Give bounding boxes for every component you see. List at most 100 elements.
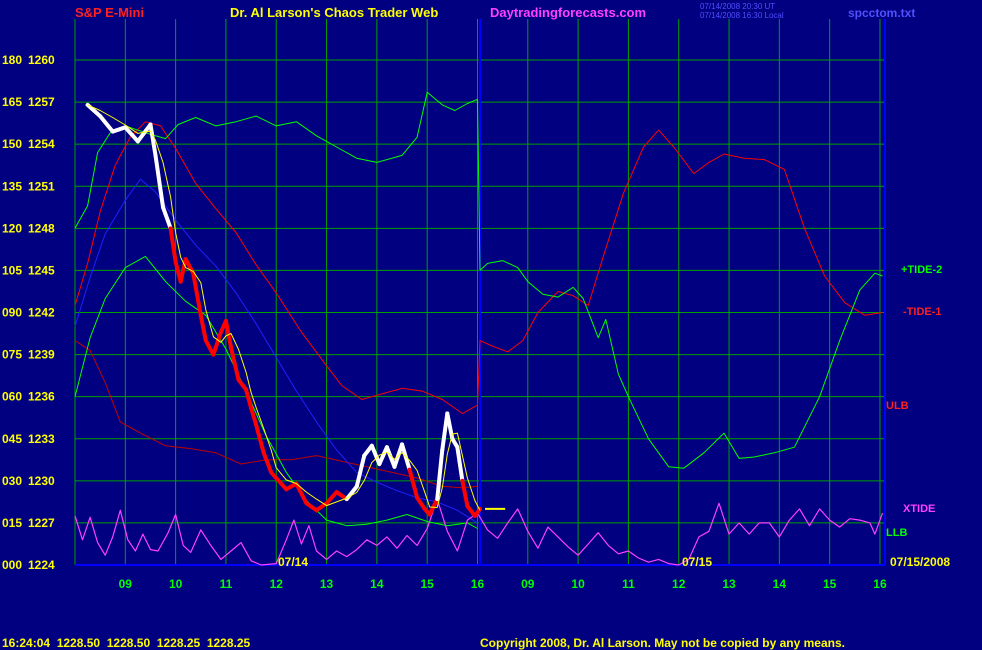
y-tick-osc: 105 (2, 263, 22, 277)
price-bar (407, 467, 420, 500)
price-average-line (87, 104, 481, 511)
price-bar (236, 377, 249, 392)
y-tick-osc: 060 (2, 390, 22, 404)
y-tick-price: 1254 (28, 137, 55, 151)
x-tick-label: 12 (672, 577, 686, 591)
site-link[interactable]: Daytradingforecasts.com (490, 5, 646, 20)
price-bar (334, 490, 349, 502)
y-tick-osc: 165 (2, 95, 22, 109)
price-bar (211, 330, 223, 357)
x-tick-label: 09 (521, 577, 535, 591)
date-label-1: 07/14 (278, 555, 308, 569)
y-tick-price: 1239 (28, 348, 55, 362)
price-bar (249, 405, 259, 427)
price-bar (244, 387, 254, 410)
x-tick-label: 10 (169, 577, 183, 591)
price-bar (440, 411, 450, 452)
y-tick-price: 1227 (28, 516, 55, 530)
price-bar (85, 102, 103, 119)
price-bar (98, 114, 115, 134)
tide2-line (74, 91, 883, 469)
price-bar (228, 345, 241, 382)
x-tick-label: 13 (320, 577, 334, 591)
price-bar (110, 125, 128, 134)
app-title: Dr. Al Larson's Chaos Trader Web (230, 5, 438, 20)
timestamp-local: 07/14/2008 16:30 Local (700, 11, 784, 20)
date-label-3: 07/15/2008 (890, 555, 950, 569)
y-tick-osc: 015 (2, 516, 22, 530)
date-label-2: 07/15 (682, 555, 712, 569)
price-bar (123, 125, 140, 144)
y-tick-osc: 045 (2, 432, 22, 446)
label-tide1: -TIDE-1 (903, 306, 942, 318)
chart-grid (74, 19, 886, 566)
x-tick-label: 14 (773, 577, 787, 591)
y-tick-price: 1236 (28, 390, 55, 404)
price-bar (445, 411, 455, 441)
label-tide2: +TIDE-2 (901, 264, 942, 276)
last-quote: 16:24:04 1228.50 1228.50 1228.25 1228.25 (2, 636, 251, 650)
price-bar (294, 481, 309, 506)
price-bar (369, 443, 382, 466)
blue-average-line (74, 178, 478, 524)
symbol-title: S&P E-Mini (75, 5, 144, 20)
y-tick-price: 1251 (28, 179, 55, 193)
x-tick-label: 10 (571, 577, 585, 591)
price-bar (384, 445, 397, 469)
price-bar (168, 226, 178, 264)
x-tick-label: 11 (220, 577, 233, 591)
y-tick-osc: 075 (2, 348, 22, 362)
price-bar (135, 122, 153, 144)
y-tick-price: 1245 (28, 263, 55, 277)
price-bar (274, 476, 289, 492)
y-tick-osc: 000 (2, 558, 22, 572)
x-tick-label: 14 (370, 577, 384, 591)
y-tick-price: 1248 (28, 221, 55, 235)
label-ulb: ULB (886, 400, 909, 412)
x-tick-label: 11 (622, 577, 635, 591)
price-bar (415, 495, 427, 511)
data-filename: spcctom.txt (848, 6, 915, 20)
y-tick-osc: 135 (2, 179, 22, 193)
timestamp-ut: 07/14/2008 20:30 UT (700, 2, 775, 11)
y-tick-price: 1260 (28, 53, 55, 67)
price-bar (435, 447, 445, 502)
price-bar (354, 453, 367, 489)
y-tick-price: 1230 (28, 474, 55, 488)
x-tick-label: 12 (270, 577, 284, 591)
y-tick-osc: 150 (2, 137, 22, 151)
y-tick-price: 1224 (28, 558, 55, 572)
chart-series (74, 91, 884, 566)
x-tick-label: 16 (873, 577, 887, 591)
price-bar (261, 450, 274, 475)
y-tick-osc: 180 (2, 53, 22, 67)
price-bar (254, 422, 266, 455)
price-bar (377, 445, 389, 466)
price-bar (304, 501, 319, 513)
x-tick-label: 13 (722, 577, 736, 591)
price-bar (161, 205, 173, 231)
price-bar (148, 122, 158, 158)
llb-line (74, 255, 478, 529)
x-tick-label: 16 (471, 577, 485, 591)
axis-ticks: 180 1260 165 1257 150 1254 135 1251 120 1248 105 12… (2, 53, 887, 591)
xtide-line (74, 498, 884, 566)
price-bar (198, 313, 208, 343)
price-bar (178, 257, 188, 284)
y-tick-osc: 090 (2, 306, 22, 320)
y-tick-price: 1242 (28, 306, 55, 320)
price-bar (153, 153, 166, 210)
y-tick-price: 1233 (28, 432, 55, 446)
label-xtide: XTIDE (903, 503, 935, 515)
y-tick-osc: 120 (2, 221, 22, 235)
price-bar (455, 445, 465, 483)
x-tick-label: 15 (823, 577, 837, 591)
price-bar (191, 271, 203, 318)
label-llb: LLB (886, 527, 907, 539)
x-tick-label: 15 (420, 577, 434, 591)
y-tick-price: 1257 (28, 95, 55, 109)
y-tick-osc: 030 (2, 474, 22, 488)
price-bar (472, 506, 482, 518)
price-bar (324, 490, 339, 506)
